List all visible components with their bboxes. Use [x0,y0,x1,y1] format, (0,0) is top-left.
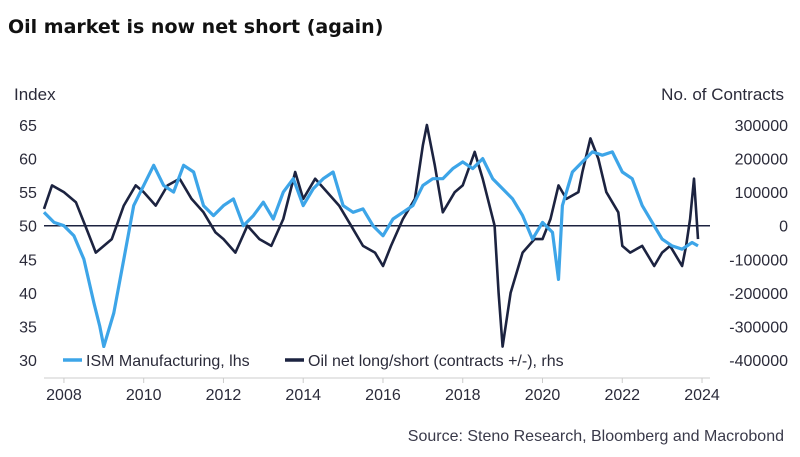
legend-label-ism: ISM Manufacturing, lhs [86,353,250,370]
right-tick-labels: 300000 200000 100000 0 -100000 -200000 -300000… [729,118,788,370]
legend-background [50,348,645,372]
x-tick-label: 2022 [604,387,640,404]
left-tick-label: 45 [19,252,37,269]
x-tick-label: 2016 [365,387,401,404]
series-layer [42,123,700,349]
x-tick-label: 2014 [285,387,321,404]
series-line-oil [42,123,700,348]
x-tick-label: 2020 [525,387,561,404]
right-tick-label: -200000 [729,286,788,303]
left-tick-label: 60 [19,152,37,169]
chart-title: Oil market is now net short (again) [8,16,383,38]
x-tick-label: 2018 [445,387,481,404]
legend-label-oil: Oil net long/short (contracts +/-), rhs [308,353,564,370]
right-tick-label: -400000 [729,353,788,370]
series-line-ism [42,150,699,349]
right-tick-label: 100000 [735,185,788,202]
left-tick-label: 40 [19,286,37,303]
x-tick-label: 2012 [206,387,242,404]
left-axis-title: Index [14,85,56,104]
right-tick-label: 0 [779,219,788,236]
left-tick-label: 35 [19,319,37,336]
x-tick-label: 2008 [46,387,82,404]
x-tick-label: 2010 [126,387,162,404]
left-tick-labels: 65 60 55 50 45 40 35 30 [19,118,37,370]
x-tick-label: 2024 [684,387,720,404]
right-tick-label: 300000 [735,118,788,135]
right-axis-title: No. of Contracts [661,85,784,104]
left-tick-label: 30 [19,353,37,370]
x-tick-labels: 2008 2010 2012 2014 2016 2018 2020 2022 2024 [46,378,720,404]
left-tick-label: 55 [19,185,37,202]
left-tick-label: 65 [19,118,37,135]
right-tick-label: -300000 [729,319,788,336]
source-note: Source: Steno Research, Bloomberg and Ma… [408,428,784,445]
right-tick-label: -100000 [729,252,788,269]
right-tick-label: 200000 [735,152,788,169]
left-tick-label: 50 [19,219,37,236]
